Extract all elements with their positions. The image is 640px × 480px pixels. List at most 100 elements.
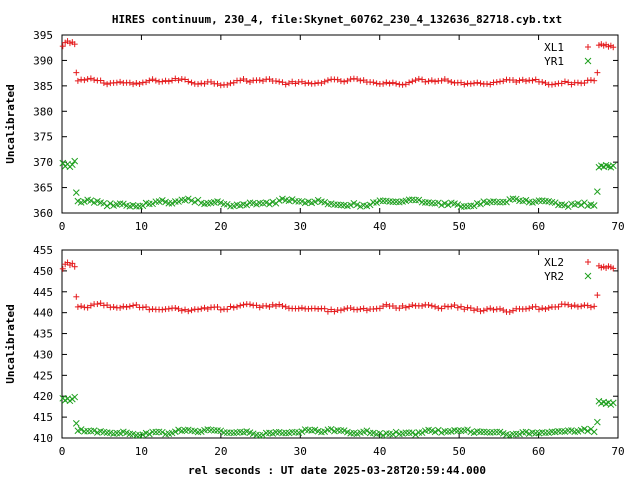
data-point: [366, 201, 374, 209]
data-point: [266, 429, 273, 437]
data-point: [503, 431, 510, 438]
x-tick-label: 60: [532, 445, 545, 458]
y-tick-label: 415: [33, 411, 53, 424]
data-point: [386, 430, 393, 438]
data-point: [590, 202, 598, 209]
data-point: [243, 428, 251, 435]
data-point: [149, 428, 156, 436]
data-point: [558, 427, 566, 435]
data-point: [373, 199, 380, 206]
data-point: [94, 197, 101, 205]
legend-marker: [584, 57, 592, 65]
data-point: [431, 428, 439, 436]
data-point: [577, 201, 585, 209]
data-point: [337, 201, 345, 209]
data-point: [77, 426, 85, 433]
data-point: [584, 427, 592, 435]
data-point: [609, 399, 617, 407]
data-point: [204, 426, 212, 433]
data-point: [441, 427, 449, 435]
panel-lower: 0 10 20 30 40 50 60 70 410 415 420 425 430 435 440 445 4…: [4, 244, 625, 458]
x-tick-label: 20: [214, 220, 227, 233]
data-point: [451, 426, 458, 434]
x-tick-label: 0: [59, 220, 66, 233]
data-point: [548, 428, 556, 436]
data-point: [129, 430, 137, 438]
data-point: [538, 197, 546, 204]
data-point: [116, 200, 124, 207]
data-point: [483, 428, 491, 436]
data-point: [331, 201, 338, 208]
data-point: [558, 201, 566, 209]
y-tick-label: 395: [33, 29, 53, 42]
data-point: [129, 201, 137, 209]
data-point: [139, 431, 147, 438]
data-point: [327, 200, 335, 208]
data-point: [295, 198, 303, 205]
data-point: [609, 162, 617, 170]
data-point: [379, 197, 387, 205]
x-tick-label: 40: [373, 445, 386, 458]
data-point: [97, 428, 104, 435]
data-point: [171, 198, 179, 205]
data-point: [428, 199, 436, 207]
data-point: [71, 157, 79, 165]
data-point: [441, 200, 449, 207]
data-point: [197, 199, 205, 207]
data-point: [337, 427, 345, 434]
x-tick-label: 0: [59, 445, 66, 458]
data-point: [81, 198, 88, 205]
data-point: [545, 198, 553, 205]
data-point: [415, 196, 423, 204]
data-point: [467, 428, 475, 436]
data-point: [269, 198, 277, 206]
data-point: [71, 393, 79, 401]
data-point: [581, 425, 588, 433]
data-point: [418, 198, 426, 206]
data-point: [418, 429, 426, 437]
data-point: [593, 418, 601, 426]
y-tick-label: 410: [33, 432, 53, 445]
data-point: [292, 428, 299, 436]
data-point: [305, 198, 312, 206]
data-point: [561, 201, 569, 209]
data-point: [347, 429, 354, 437]
data-point: [350, 429, 358, 437]
data-point: [175, 426, 182, 434]
data-point: [490, 198, 497, 205]
data-point: [522, 428, 530, 436]
data-point: [512, 430, 520, 438]
data-point: [158, 197, 166, 204]
data-point: [412, 431, 419, 438]
series-xl2: [59, 259, 617, 316]
data-point: [246, 429, 254, 436]
data-point: [217, 427, 225, 435]
data-point: [279, 195, 286, 203]
series-yr1: [59, 157, 617, 211]
x-tick-label: 10: [135, 220, 148, 233]
series-xl1: [59, 38, 617, 89]
data-point: [438, 201, 445, 209]
x-tick-label: 70: [611, 445, 624, 458]
data-point: [165, 199, 173, 207]
plot-frame: [61, 249, 619, 439]
data-point: [275, 197, 283, 204]
data-point: [525, 198, 533, 206]
data-point: [340, 427, 348, 434]
data-point: [84, 196, 91, 204]
data-point: [334, 201, 342, 209]
data-point: [74, 197, 82, 205]
data-point: [605, 162, 612, 170]
data-point: [253, 431, 260, 439]
data-point: [344, 428, 351, 436]
data-point: [389, 430, 397, 438]
data-point: [155, 428, 163, 436]
data-point: [581, 199, 588, 207]
data-point: [191, 427, 199, 435]
data-point: [194, 196, 202, 204]
data-point: [386, 198, 393, 205]
data-point: [447, 199, 455, 207]
data-point: [119, 428, 127, 436]
x-tick-label: 50: [453, 445, 466, 458]
data-point: [516, 197, 523, 205]
